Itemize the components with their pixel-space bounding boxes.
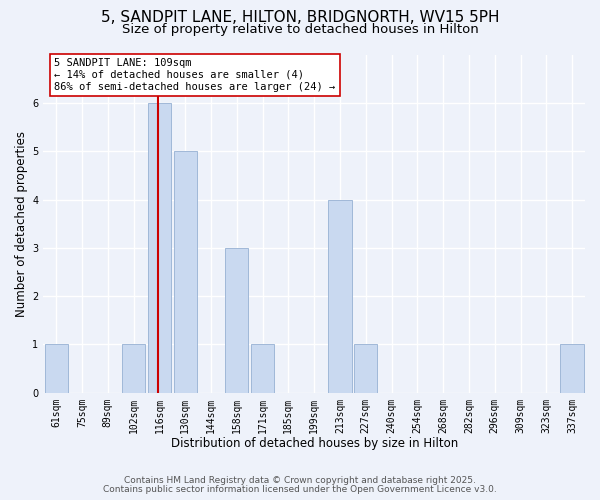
Bar — [251, 344, 274, 393]
Text: Contains HM Land Registry data © Crown copyright and database right 2025.: Contains HM Land Registry data © Crown c… — [124, 476, 476, 485]
Bar — [560, 344, 584, 393]
Bar — [122, 344, 145, 393]
Text: Contains public sector information licensed under the Open Government Licence v3: Contains public sector information licen… — [103, 484, 497, 494]
X-axis label: Distribution of detached houses by size in Hilton: Distribution of detached houses by size … — [170, 437, 458, 450]
Y-axis label: Number of detached properties: Number of detached properties — [15, 131, 28, 317]
Bar — [44, 344, 68, 393]
Text: Size of property relative to detached houses in Hilton: Size of property relative to detached ho… — [122, 22, 478, 36]
Bar — [225, 248, 248, 392]
Bar — [148, 103, 171, 393]
Text: 5 SANDPIT LANE: 109sqm
← 14% of detached houses are smaller (4)
86% of semi-deta: 5 SANDPIT LANE: 109sqm ← 14% of detached… — [54, 58, 335, 92]
Text: 5, SANDPIT LANE, HILTON, BRIDGNORTH, WV15 5PH: 5, SANDPIT LANE, HILTON, BRIDGNORTH, WV1… — [101, 10, 499, 25]
Bar — [354, 344, 377, 393]
Bar — [328, 200, 352, 392]
Bar — [173, 152, 197, 392]
